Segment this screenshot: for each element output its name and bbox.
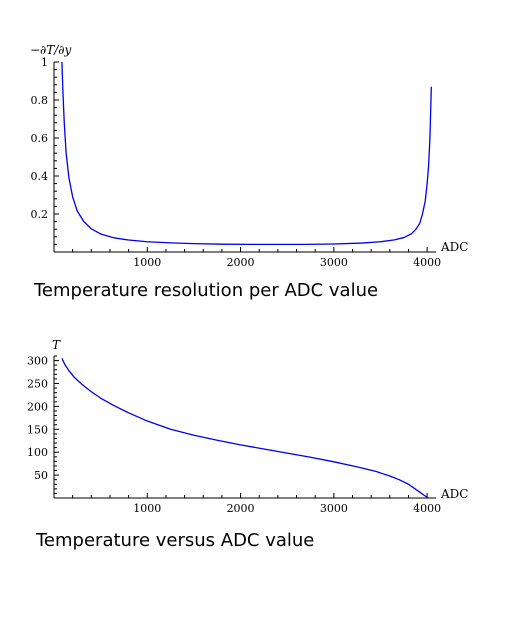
chart2-x-tick-label: 2000: [227, 502, 255, 515]
chart1-x-tick-label: 1000: [133, 256, 161, 269]
chart2-x-tick-label: 1000: [133, 502, 161, 515]
chart1-y-tick-label: 0.2: [31, 208, 49, 221]
chart2-x-tick-label: 4000: [413, 502, 441, 515]
chart1-series-line: [61, 61, 432, 246]
chart1-y-tick-label: 0.8: [31, 94, 49, 107]
chart2-x-ticks: 1000 2000 3000 4000: [72, 493, 441, 515]
chart2-y-tick-label: 200: [27, 400, 48, 413]
chart1-y-axis: 0.2 0.4 0.6 0.8 1: [31, 56, 59, 252]
chart2-y-tick-label: 300: [27, 355, 48, 368]
chart1-y-tick-label: 0.4: [31, 170, 49, 183]
chart1-series: [61, 61, 432, 246]
chart2-y-tick-label: 50: [34, 469, 48, 482]
chart1-y-tick-label: 1: [41, 56, 48, 69]
chart2-y-tick-label: 150: [27, 423, 48, 436]
chart2-caption: Temperature versus ADC value: [36, 530, 315, 551]
chart1-x-tick-label: 3000: [320, 256, 348, 269]
chart1-y-tick-label: 0.6: [31, 132, 49, 145]
chart2-series-line: [61, 358, 429, 499]
chart1-x-tick-label: 2000: [227, 256, 255, 269]
chart1-xlabel: ADC: [440, 240, 468, 254]
chart1-caption: Temperature resolution per ADC value: [34, 280, 379, 301]
chart1-x-tick-label: 4000: [413, 256, 441, 269]
chart1-x-ticks: 1000 2000 3000 4000: [72, 247, 441, 269]
chart2-x-axis: 1000 2000 3000 4000: [54, 493, 441, 515]
chart-temperature: T 50 100 150 200 250 300 1000 2000 3000 4000 ADC: [27, 338, 468, 515]
chart2-ylabel: T: [52, 338, 61, 352]
chart2-series: [61, 358, 429, 499]
chart1-y-ticks: 0.2 0.4 0.6 0.8 1: [31, 56, 59, 245]
chart2-y-axis: 50 100 150 200 250 300: [27, 355, 59, 498]
chart2-y-tick-label: 250: [27, 377, 48, 390]
chart-resolution: −∂T/∂y 0.2 0.4 0.6 0.8 1 1000 2000 3000 4000 AD…: [30, 43, 468, 269]
chart2-xlabel: ADC: [440, 487, 468, 501]
chart1-x-axis: 1000 2000 3000 4000: [54, 247, 441, 269]
chart2-y-tick-label: 100: [27, 446, 48, 459]
chart2-y-ticks: 50 100 150 200 250 300: [27, 355, 59, 494]
chart1-ylabel: −∂T/∂y: [30, 43, 72, 57]
chart2-x-tick-label: 3000: [320, 502, 348, 515]
